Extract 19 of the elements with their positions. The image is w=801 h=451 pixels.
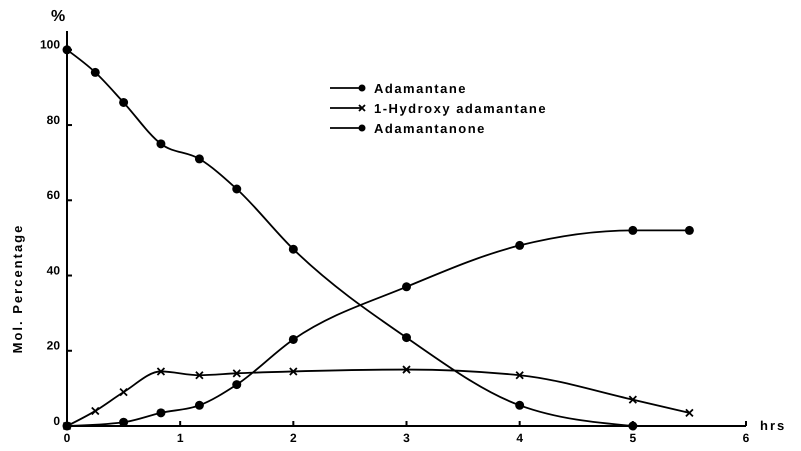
y-axis-title: Mol. Percentage bbox=[10, 224, 25, 354]
y-tick-label: 40 bbox=[46, 263, 60, 278]
x-tick-label: 5 bbox=[629, 431, 636, 446]
y-tick-label: 100 bbox=[40, 38, 60, 52]
y-tick-label: 0 bbox=[53, 414, 60, 428]
legend-label: Adamantane bbox=[374, 81, 468, 96]
x-axis-title: hrs bbox=[760, 418, 786, 433]
x-tick-label: 0 bbox=[64, 431, 71, 446]
legend-label: 1-Hydroxy adamantane bbox=[374, 101, 548, 116]
x-tick-label: 1 bbox=[176, 431, 184, 446]
x-tick-label: 3 bbox=[403, 431, 410, 446]
y-tick-label: 60 bbox=[46, 188, 60, 202]
legend-label: Adamantanone bbox=[374, 121, 486, 136]
y-tick-label: 20 bbox=[46, 338, 60, 353]
y-tick-label: 80 bbox=[46, 112, 60, 127]
x-tick-label: 6 bbox=[742, 431, 750, 446]
x-tick-label: 4 bbox=[516, 431, 524, 446]
x-tick-label: 2 bbox=[290, 431, 297, 446]
text: % bbox=[51, 8, 66, 25]
